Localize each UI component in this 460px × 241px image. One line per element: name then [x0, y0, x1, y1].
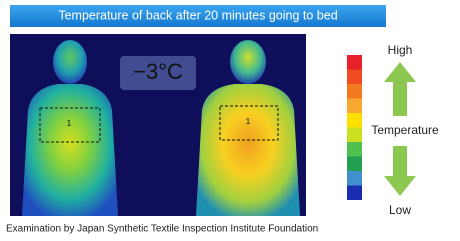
legend-label: Temperature	[371, 123, 439, 137]
region-label: 1	[246, 117, 251, 126]
arrow-down	[384, 146, 416, 196]
arrow-up	[384, 62, 416, 116]
title: Temperature of back after 20 minutes goi…	[58, 8, 337, 22]
legend-low: Low	[389, 203, 411, 217]
legend-high: High	[388, 43, 413, 57]
temperature-difference: −3°C	[133, 59, 183, 84]
figure: Temperature of back after 20 minutes goi…	[0, 0, 460, 241]
color-scale	[347, 55, 362, 200]
source-note: Examination by Japan Synthetic Textile I…	[6, 224, 318, 235]
infographic: Temperature of back after 20 minutes goi…	[0, 0, 460, 241]
region-label: 1	[67, 119, 72, 128]
